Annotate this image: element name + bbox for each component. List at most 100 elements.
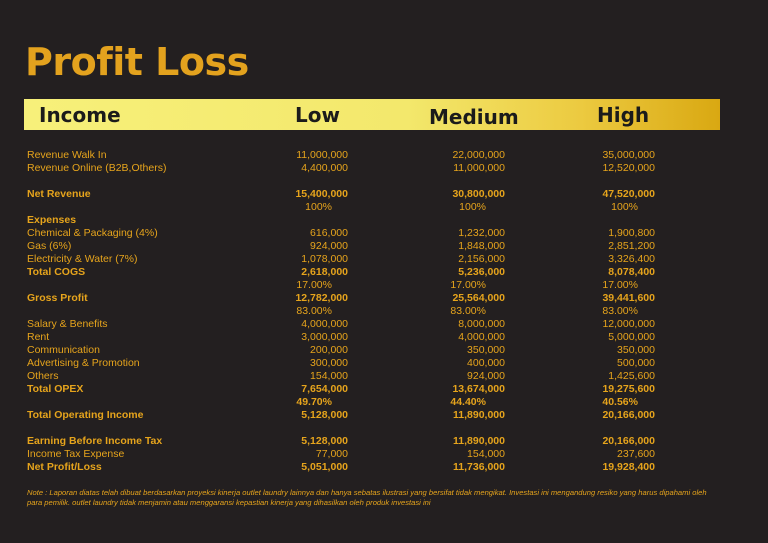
cell-medium: 22,000,000 <box>452 149 505 161</box>
cell-low: 17.00% <box>296 279 332 291</box>
table-row: 83.00% 83.00% 83.00% <box>0 305 768 318</box>
header-income: Income <box>39 103 121 127</box>
table-row: Electricity & Water (7%) 1,078,000 2,156,0… <box>0 253 768 266</box>
table-row: Chemical & Packaging (4%) 616,000 1,232,00… <box>0 227 768 240</box>
table-row: Total Operating Income 5,128,000 11,890,00… <box>0 409 768 422</box>
cell-high: 39,441,600 <box>602 292 655 304</box>
cell-medium: 4,000,000 <box>458 331 505 343</box>
cell-high: 1,425,600 <box>608 370 655 382</box>
cell-high: 12,000,000 <box>602 318 655 330</box>
cell-medium: 1,848,000 <box>458 240 505 252</box>
table-row: Total COGS 2,618,000 5,236,000 8,078,400 <box>0 266 768 279</box>
cell-high: 17.00% <box>602 279 638 291</box>
table-row: Advertising & Promotion 300,000 400,000 500… <box>0 357 768 370</box>
disclaimer-note: Note : Laporan diatas telah dibuat berda… <box>27 488 707 507</box>
cell-low: 200,000 <box>310 344 348 356</box>
cell-low: 5,128,000 <box>301 435 348 447</box>
cell-medium: 11,890,000 <box>453 435 505 447</box>
cell-low: 5,051,000 <box>301 461 348 473</box>
cell-low: 11,000,000 <box>296 149 348 161</box>
row-label: Net Profit/Loss <box>27 461 102 473</box>
row-label: Advertising & Promotion <box>27 357 140 369</box>
cell-medium: 350,000 <box>467 344 505 356</box>
cell-medium: 154,000 <box>467 448 505 460</box>
table-row: Communication 200,000 350,000 350,000 <box>0 344 768 357</box>
row-label: Others <box>27 370 59 382</box>
cell-high: 500,000 <box>617 357 655 369</box>
row-label: Revenue Walk In <box>27 149 107 161</box>
cell-medium: 11,000,000 <box>453 162 505 174</box>
table-row: Gross Profit 12,782,000 25,564,000 39,441,6… <box>0 292 768 305</box>
cell-high: 47,520,000 <box>602 188 655 200</box>
cell-low: 77,000 <box>315 448 348 460</box>
table-row: Net Profit/Loss 5,051,000 11,736,000 19,928… <box>0 461 768 474</box>
row-label: Income Tax Expense <box>27 448 125 460</box>
cell-high: 40.56% <box>602 396 638 408</box>
cell-high: 20,166,000 <box>602 409 655 421</box>
cell-high: 20,166,000 <box>602 435 655 447</box>
row-label: Rent <box>27 331 50 343</box>
table-row: 49.70% 44.40% 40.56% <box>0 396 768 409</box>
row-label: Revenue Online (B2B,Others) <box>27 162 167 174</box>
table-row: Revenue Walk In 11,000,000 22,000,000 35,00… <box>0 149 768 162</box>
table-row: Income Tax Expense 77,000 154,000 237,600 <box>0 448 768 461</box>
cell-low: 83.00% <box>296 305 332 317</box>
cell-high: 350,000 <box>617 344 655 356</box>
cell-high: 83.00% <box>602 305 638 317</box>
header-low: Low <box>295 103 340 127</box>
cell-medium: 400,000 <box>467 357 505 369</box>
cell-low: 616,000 <box>310 227 348 239</box>
cell-high: 3,326,400 <box>608 253 655 265</box>
row-label: Chemical & Packaging (4%) <box>27 227 158 239</box>
header-high: High <box>597 103 650 127</box>
cell-low: 5,128,000 <box>301 409 348 421</box>
header-medium: Medium <box>429 105 519 129</box>
cell-low: 4,000,000 <box>301 318 348 330</box>
cell-low: 2,618,000 <box>301 266 348 278</box>
row-label: Expenses <box>27 214 77 226</box>
cell-high: 237,600 <box>617 448 655 460</box>
cell-medium: 17.00% <box>450 279 486 291</box>
cell-medium: 25,564,000 <box>452 292 505 304</box>
cell-high: 19,275,600 <box>602 383 655 395</box>
row-label: Gas (6%) <box>27 240 72 252</box>
table-row: 100% 100% 100% <box>0 201 768 214</box>
table-row: Gas (6%) 924,000 1,848,000 2,851,200 <box>0 240 768 253</box>
page-title: Profit Loss <box>25 40 249 84</box>
table-row: Rent 3,000,000 4,000,000 5,000,000 <box>0 331 768 344</box>
cell-high: 35,000,000 <box>602 149 655 161</box>
row-label: Earning Before Income Tax <box>27 435 163 447</box>
cell-low: 100% <box>305 201 332 213</box>
cell-low: 3,000,000 <box>301 331 348 343</box>
table-row: Salary & Benefits 4,000,000 8,000,000 12,00… <box>0 318 768 331</box>
cell-low: 4,400,000 <box>301 162 348 174</box>
cell-medium: 100% <box>459 201 486 213</box>
cell-low: 7,654,000 <box>301 383 348 395</box>
cell-low: 924,000 <box>310 240 348 252</box>
cell-medium: 5,236,000 <box>458 266 505 278</box>
cell-medium: 11,890,000 <box>453 409 505 421</box>
row-label: Total COGS <box>27 266 86 278</box>
table-row: Total OPEX 7,654,000 13,674,000 19,275,600 <box>0 383 768 396</box>
table-row: 17.00% 17.00% 17.00% <box>0 279 768 292</box>
row-label: Total Operating Income <box>27 409 144 421</box>
cell-medium: 8,000,000 <box>458 318 505 330</box>
cell-medium: 83.00% <box>450 305 486 317</box>
table-header-bar: Income Low Medium High <box>24 99 720 130</box>
cell-medium: 1,232,000 <box>458 227 505 239</box>
cell-low: 154,000 <box>310 370 348 382</box>
table-row: Expenses <box>0 214 768 227</box>
row-label: Electricity & Water (7%) <box>27 253 138 265</box>
cell-medium: 13,674,000 <box>452 383 505 395</box>
cell-low: 1,078,000 <box>301 253 348 265</box>
cell-high: 5,000,000 <box>608 331 655 343</box>
cell-low: 12,782,000 <box>295 292 348 304</box>
cell-high: 2,851,200 <box>608 240 655 252</box>
row-label: Salary & Benefits <box>27 318 108 330</box>
cell-high: 8,078,400 <box>608 266 655 278</box>
table-row: Net Revenue 15,400,000 30,800,000 47,520,00… <box>0 188 768 201</box>
cell-medium: 30,800,000 <box>452 188 505 200</box>
cell-low: 49.70% <box>296 396 332 408</box>
cell-high: 100% <box>611 201 638 213</box>
